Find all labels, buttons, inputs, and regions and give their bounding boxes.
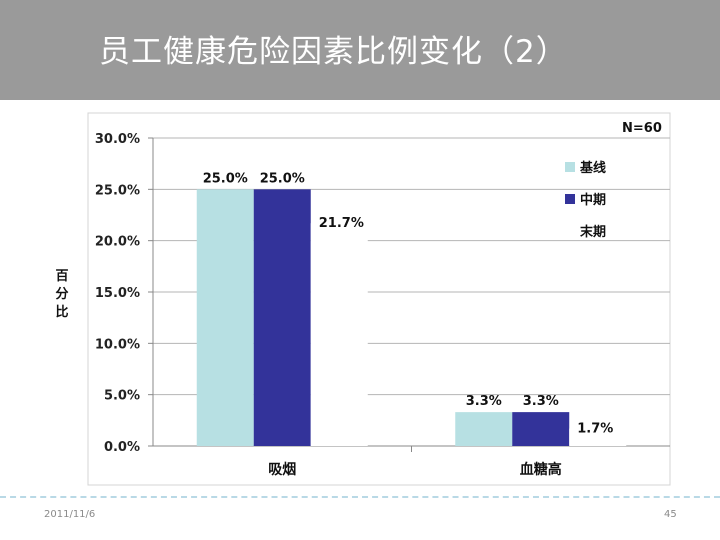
y-tick-label: 5.0% — [104, 389, 140, 404]
legend-entry: 末期 — [579, 224, 606, 240]
sample-size-annotation: N=60 — [622, 121, 662, 136]
y-axis-label: 分 — [55, 286, 68, 302]
footer-divider — [0, 496, 720, 498]
y-tick-label: 30.0% — [95, 132, 140, 147]
y-tick-label: 20.0% — [95, 235, 140, 250]
legend-swatch — [565, 226, 575, 236]
data-label: 21.7% — [319, 216, 364, 231]
y-tick-label: 25.0% — [95, 183, 140, 198]
y-tick-label: 10.0% — [95, 337, 140, 352]
slide-title: 员工健康危险因素比例变化（2） — [99, 34, 568, 70]
y-tick-label: 15.0% — [95, 286, 140, 301]
legend-swatch — [565, 194, 575, 204]
y-tick-label: 0.0% — [104, 440, 140, 455]
data-label: 25.0% — [203, 171, 248, 186]
bar — [310, 223, 368, 446]
footer-date: 2011/11/6 — [44, 509, 96, 520]
data-label: 3.3% — [466, 394, 502, 409]
legend-swatch — [565, 162, 575, 172]
data-label: 25.0% — [260, 171, 305, 186]
data-label: 3.3% — [523, 394, 559, 409]
bar-chart: 0.0% 5.0% 10.0% 15.0% 20.0% 25.0% 30.0% 百分比 25.0… — [55, 112, 671, 486]
bar — [253, 189, 311, 447]
bar — [569, 428, 627, 446]
title-bar: 员工健康危险因素比例变化（2） — [0, 0, 720, 100]
x-tick-label: 吸烟 — [268, 462, 296, 478]
bar — [512, 412, 570, 446]
legend-entry: 基线 — [579, 160, 606, 176]
bar — [196, 189, 254, 447]
x-tick-label: 血糖高 — [520, 461, 562, 478]
bar — [455, 412, 513, 446]
data-label: 1.7% — [577, 422, 613, 437]
legend-entry: 中期 — [580, 192, 606, 208]
y-axis-label: 百 — [55, 269, 68, 284]
page-number: 45 — [664, 509, 677, 520]
y-axis-label: 比 — [55, 304, 68, 320]
chart-border — [87, 112, 671, 486]
